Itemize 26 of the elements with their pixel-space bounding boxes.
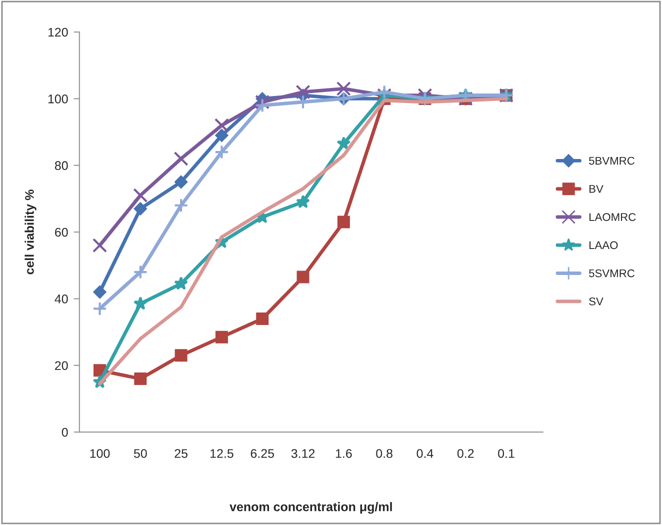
legend-label: 5BVMRC — [589, 156, 634, 165]
x-tick-label: 0.8 — [376, 449, 392, 458]
legend-label: LAOMRC — [589, 213, 636, 221]
legend-label: 5SVMRC — [589, 269, 634, 278]
y-axis-title: cell viability % — [24, 190, 36, 274]
x-tick-label: 3.12 — [291, 449, 315, 458]
x-tick-label: 0.2 — [457, 449, 474, 458]
x-tick-label: 25 — [174, 449, 188, 458]
y-tick-label: 0 — [62, 428, 68, 437]
y-tick-label: 120 — [48, 28, 68, 37]
y-tick-label: 40 — [54, 294, 68, 304]
x-tick-label: 100 — [90, 449, 110, 458]
x-tick-label: 50 — [134, 449, 147, 458]
x-tick-label: 12.5 — [210, 449, 234, 458]
y-tick-label: 100 — [48, 94, 68, 104]
y-tick-label: 60 — [55, 228, 68, 237]
x-tick-label: 6.25 — [250, 449, 274, 458]
legend-label: SV — [589, 298, 604, 306]
legend-label: LAAO — [589, 241, 618, 250]
x-tick-label: 0.1 — [498, 449, 514, 458]
y-tick-label: 20 — [55, 361, 68, 370]
x-tick-label: 1.6 — [336, 449, 352, 458]
x-axis-title: venom concentration μg/ml — [230, 502, 392, 514]
legend-label: BV — [589, 185, 604, 193]
x-tick-label: 0.4 — [416, 449, 434, 458]
y-tick-label: 80 — [54, 161, 68, 170]
